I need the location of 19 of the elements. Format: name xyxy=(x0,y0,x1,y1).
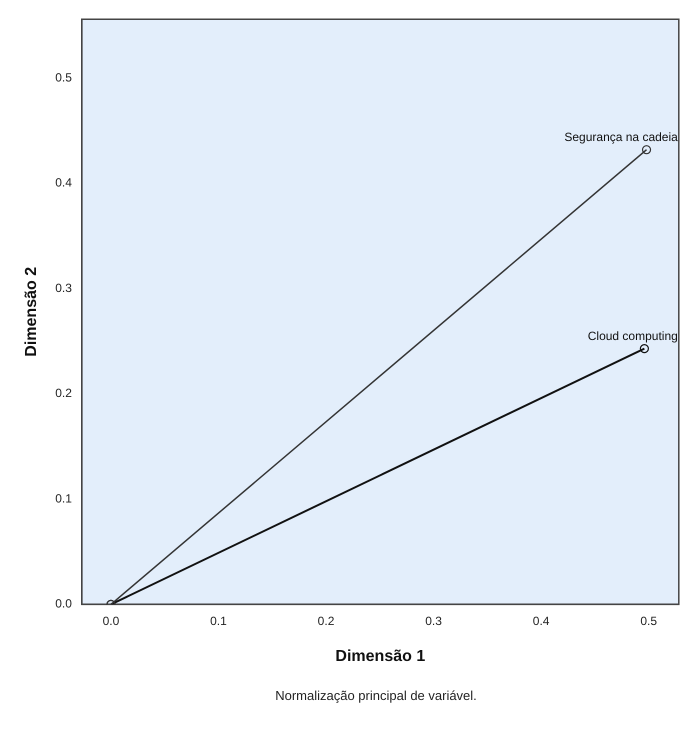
x-axis-title: Dimensão 1 xyxy=(335,648,426,665)
y-tick-label: 0.0 xyxy=(55,596,72,611)
text: Normalização principal de variável. xyxy=(274,688,478,703)
y-axis-title: Dimensão 2 xyxy=(23,266,40,357)
text: Segurança na cadeia xyxy=(564,130,678,144)
x-tick-label: 0.1 xyxy=(210,614,228,628)
series-label: Cloud computing xyxy=(588,328,678,343)
x-tick-label: 0.4 xyxy=(532,614,550,628)
y-tick-label: 0.4 xyxy=(55,176,72,190)
x-tick-label: 0.3 xyxy=(425,614,442,628)
point xyxy=(640,344,649,354)
y-tick-label: 0.1 xyxy=(55,491,72,506)
y-tick-label: 0.3 xyxy=(55,280,72,295)
x-tick-label: 0.0 xyxy=(102,614,120,628)
y-tick-label: 0.5 xyxy=(55,70,72,84)
x-tick-label: 0.5 xyxy=(640,614,658,628)
point xyxy=(642,145,652,154)
x-tick-label: 0.2 xyxy=(318,614,335,628)
y-tick-label: 0.2 xyxy=(55,386,72,400)
